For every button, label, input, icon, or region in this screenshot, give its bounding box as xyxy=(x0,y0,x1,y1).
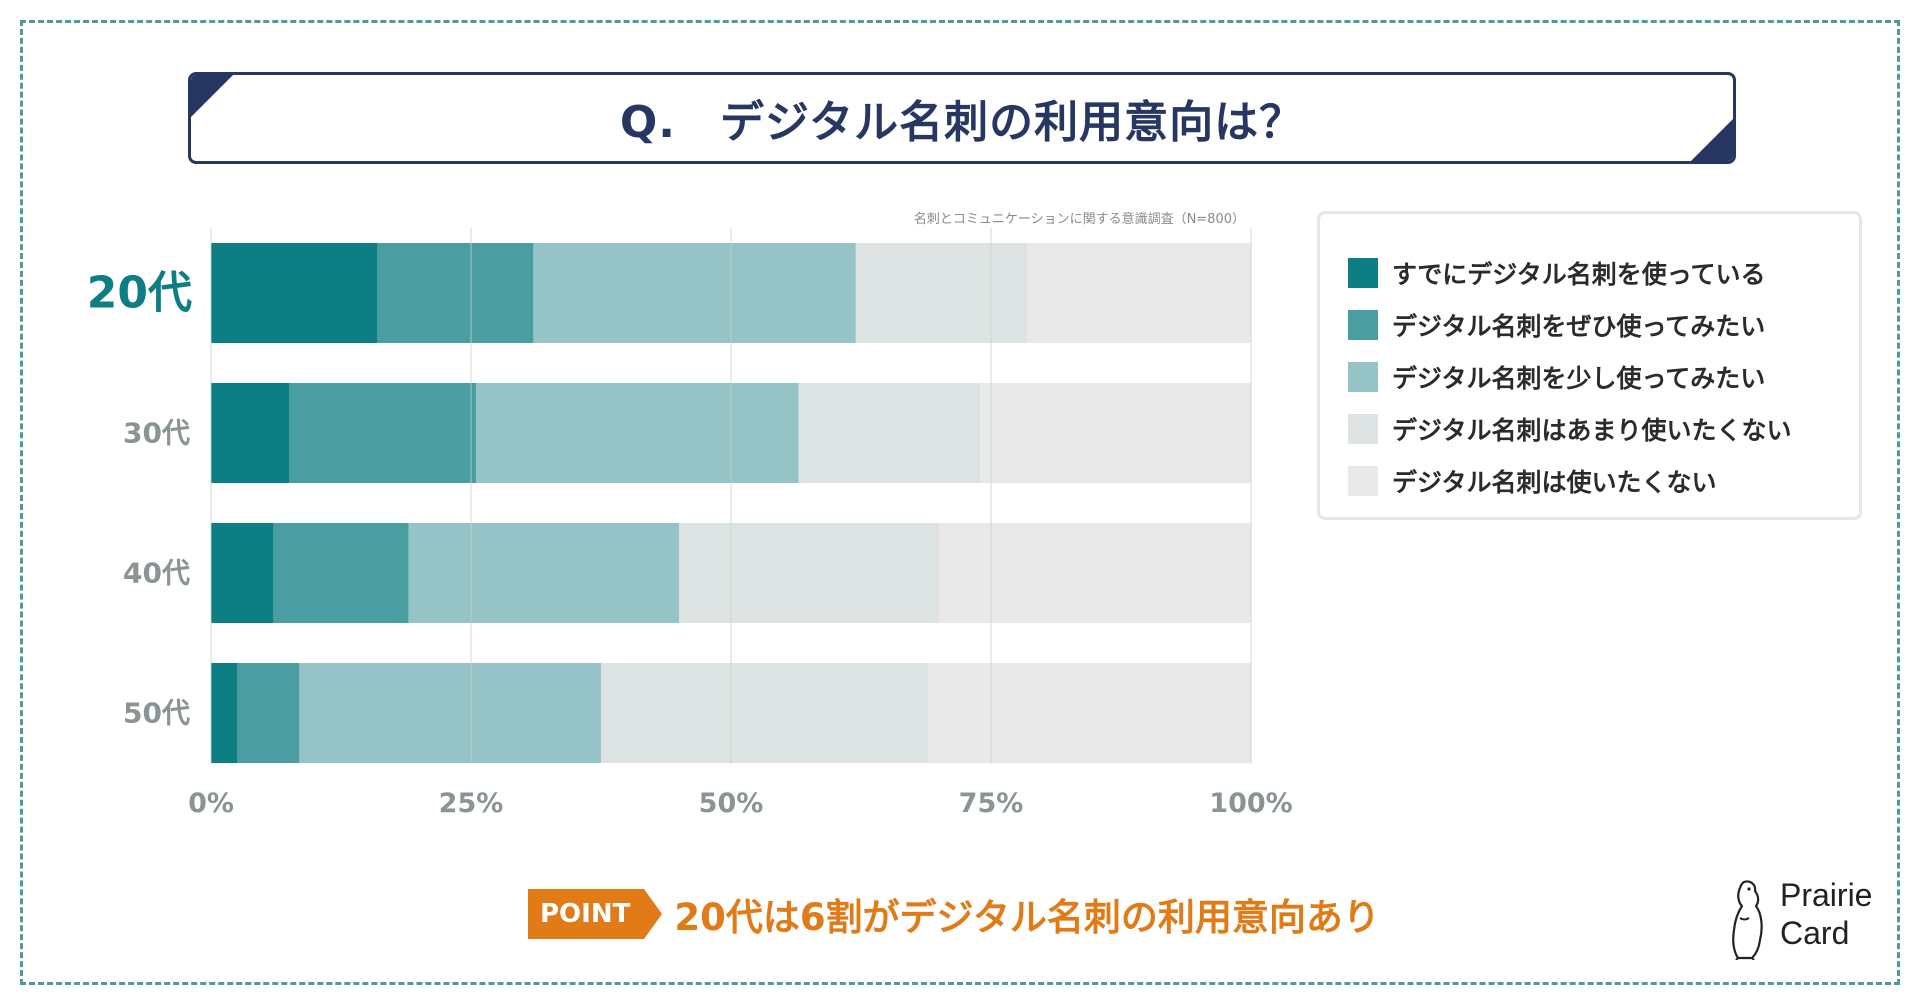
bar-segment xyxy=(289,383,477,483)
title-corner-decoration xyxy=(191,75,233,117)
prairie-dog-icon xyxy=(1732,880,1763,960)
legend-label: デジタル名刺を少し使ってみたい xyxy=(1392,364,1766,393)
legend-swatch xyxy=(1348,414,1378,444)
legend-label: デジタル名刺は使いたくない xyxy=(1392,468,1717,497)
logo-wordmark: Prairie Card xyxy=(1780,876,1872,952)
bar-segment xyxy=(237,663,300,763)
legend-swatch xyxy=(1348,258,1378,288)
legend-label: デジタル名刺をぜひ使ってみたい xyxy=(1392,312,1766,341)
x-tick-label: 0% xyxy=(188,788,234,819)
bar-segment xyxy=(408,523,679,623)
dashed-frame xyxy=(20,20,1900,985)
category-label: 40代 xyxy=(123,557,190,590)
question-title-box: Q. デジタル名刺の利用意向は？ xyxy=(188,72,1736,164)
bar-segment xyxy=(377,243,534,343)
logo-line-1: Prairie xyxy=(1780,877,1873,913)
bar-segment xyxy=(211,523,274,623)
bar-segment xyxy=(211,663,237,763)
bar-segment xyxy=(211,383,289,483)
question-text: デジタル名刺の利用意向は？ xyxy=(720,97,1305,148)
bar-segment xyxy=(601,663,929,763)
bar-segment xyxy=(855,243,1028,343)
category-label: 30代 xyxy=(123,417,190,450)
bar-segment xyxy=(533,243,856,343)
question-marker: Q. xyxy=(619,97,676,148)
bar-segment xyxy=(679,523,939,623)
bar-segment xyxy=(1027,243,1251,343)
bar-segment xyxy=(980,383,1251,483)
x-tick-label: 100% xyxy=(1209,788,1292,819)
bar-segment xyxy=(299,663,601,763)
x-tick-label: 25% xyxy=(439,788,504,819)
bar-segment xyxy=(798,383,981,483)
prairie-card-logo: Prairie Card xyxy=(1726,876,1886,962)
chart-legend: すでにデジタル名刺を使っている デジタル名刺をぜひ使ってみたい デジタル名刺を少… xyxy=(1317,211,1862,520)
bar-segment xyxy=(939,523,1251,623)
bar-segment xyxy=(273,523,409,623)
point-callout: POINT 20代は6割がデジタル名刺の利用意向あり xyxy=(528,889,1380,939)
bar-segment xyxy=(211,243,378,343)
bar-segment xyxy=(928,663,1251,763)
title-corner-decoration xyxy=(1691,119,1733,161)
x-tick-label: 75% xyxy=(959,788,1024,819)
legend-item: すでにデジタル名刺を使っている xyxy=(1348,247,1859,299)
x-tick-label: 50% xyxy=(699,788,764,819)
legend-item: デジタル名刺は使いたくない xyxy=(1348,455,1859,507)
logo-line-2: Card xyxy=(1780,915,1850,951)
category-label: 50代 xyxy=(123,697,190,730)
legend-label: すでにデジタル名刺を使っている xyxy=(1392,260,1766,289)
point-badge: POINT xyxy=(528,889,663,939)
bar-segment xyxy=(476,383,799,483)
page-title: Q. デジタル名刺の利用意向は？ xyxy=(620,86,1304,150)
legend-item: デジタル名刺を少し使ってみたい xyxy=(1348,351,1859,403)
source-note: 名刺とコミュニケーションに関する意識調査（N=800） xyxy=(913,212,1245,227)
legend-label: デジタル名刺はあまり使いたくない xyxy=(1392,416,1792,445)
legend-item: デジタル名刺をぜひ使ってみたい xyxy=(1348,299,1859,351)
legend-item: デジタル名刺はあまり使いたくない xyxy=(1348,403,1859,455)
legend-swatch xyxy=(1348,362,1378,392)
legend-swatch xyxy=(1348,466,1378,496)
category-label: 20代 xyxy=(87,268,192,319)
point-text: 20代は6割がデジタル名刺の利用意向あり xyxy=(674,896,1380,939)
legend-swatch xyxy=(1348,310,1378,340)
